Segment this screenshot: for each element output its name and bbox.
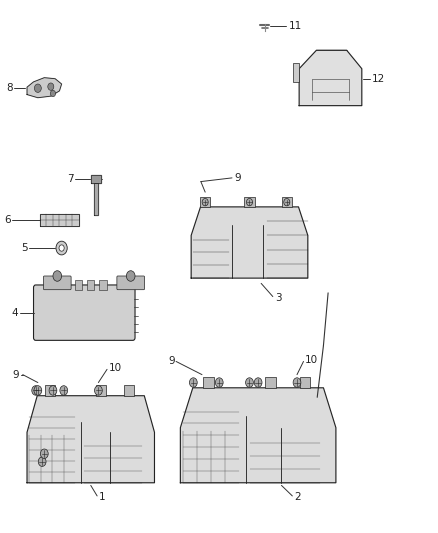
Text: 8: 8 [6,83,13,93]
Circle shape [50,90,56,96]
Circle shape [38,457,46,466]
Polygon shape [94,183,98,215]
Circle shape [215,378,223,387]
Bar [99,280,106,290]
Bar [244,197,254,207]
Circle shape [35,84,41,92]
Polygon shape [27,78,62,98]
Text: 9: 9 [234,173,241,183]
Polygon shape [191,207,308,278]
Text: 4: 4 [12,308,18,318]
Circle shape [254,378,262,387]
Bar [265,377,276,388]
Polygon shape [40,214,79,226]
Circle shape [202,198,208,206]
Bar [74,280,82,290]
Circle shape [95,386,102,395]
Circle shape [127,271,135,281]
Circle shape [40,449,48,458]
FancyBboxPatch shape [117,276,145,290]
Circle shape [53,271,62,281]
Polygon shape [299,50,362,106]
Bar [124,385,134,395]
Circle shape [34,386,42,395]
Circle shape [32,386,39,395]
Polygon shape [27,395,155,483]
Bar [300,377,310,388]
Circle shape [247,198,253,206]
Text: 2: 2 [294,492,300,502]
Circle shape [60,386,67,395]
Bar [200,197,210,207]
Circle shape [49,386,57,395]
Circle shape [246,378,253,387]
Bar [87,280,95,290]
Text: 11: 11 [288,21,302,31]
Text: 9: 9 [13,369,19,379]
Polygon shape [91,175,101,183]
Circle shape [284,198,290,206]
Text: 1: 1 [99,492,105,502]
Circle shape [48,83,54,90]
Text: 10: 10 [305,355,318,365]
Bar [282,197,292,207]
Text: 5: 5 [21,243,28,253]
Polygon shape [293,63,299,82]
Polygon shape [180,388,336,483]
FancyBboxPatch shape [34,285,135,341]
Text: 9: 9 [168,357,175,367]
FancyBboxPatch shape [43,276,71,290]
Circle shape [59,245,64,251]
Bar [45,385,55,395]
Text: 6: 6 [4,215,11,225]
Text: 3: 3 [275,293,282,303]
Bar [203,377,214,388]
Circle shape [293,378,301,387]
Bar [96,385,106,395]
Circle shape [56,241,67,255]
Text: 12: 12 [372,74,385,84]
Text: 7: 7 [67,174,73,184]
Text: 10: 10 [109,364,122,373]
Circle shape [190,378,197,387]
